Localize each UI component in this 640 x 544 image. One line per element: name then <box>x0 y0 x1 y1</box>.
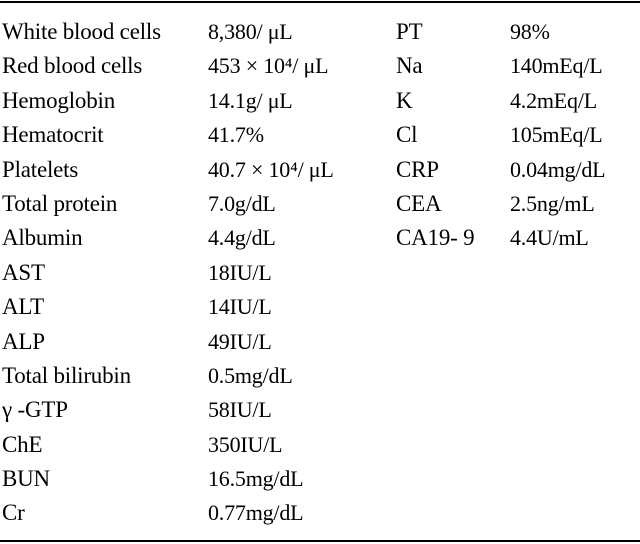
table-row-value: 4.4U/mL <box>510 225 589 251</box>
table-row-value: 0.04mg/dL <box>510 156 606 182</box>
table-row-label: CA19- 9 <box>396 225 475 251</box>
table-row-value: 14.1g/ μL <box>208 87 293 113</box>
table-top-rule <box>0 1 640 3</box>
table-row-label: ChE <box>2 431 43 457</box>
left-label-column: White blood cells Red blood cells Hemogl… <box>2 15 161 531</box>
table-row-value: 49IU/L <box>208 328 272 354</box>
table-row-label: Hematocrit <box>2 122 104 148</box>
table-row-label: Total protein <box>2 190 118 216</box>
table-bottom-rule <box>0 540 640 542</box>
table-row-value: 16.5mg/dL <box>208 466 304 492</box>
table-row-value: 40.7 × 10⁴/ μL <box>208 156 334 182</box>
table-row-value: 7.0g/dL <box>208 190 276 216</box>
table-row-label: White blood cells <box>2 19 161 44</box>
table-row-value: 2.5ng/mL <box>510 190 595 216</box>
table-row-value: 4.2mEq/L <box>510 87 598 113</box>
table-row-label: Cl <box>396 122 418 148</box>
table-row-value: 41.7% <box>208 122 264 148</box>
table-row-label: BUN <box>2 466 50 492</box>
table-row-value: 8,380/ μL <box>208 19 293 44</box>
lab-results-table: White blood cells Red blood cells Hemogl… <box>0 15 640 535</box>
table-row-label: CRP <box>396 156 439 182</box>
table-row-label: γ -GTP <box>2 397 68 423</box>
right-label-column: PT Na K Cl CRP CEA CA19- 9 <box>396 15 475 256</box>
table-row-value: 58IU/L <box>208 397 272 423</box>
table-row-value: 4.4g/dL <box>208 225 276 251</box>
table-row-label: PT <box>396 19 423 44</box>
table-row-value: 98% <box>510 19 550 44</box>
table-row-label: Na <box>396 53 423 79</box>
table-row-label: Platelets <box>2 156 79 182</box>
table-row-label: K <box>396 87 413 113</box>
table-row-value: 105mEq/L <box>510 122 603 148</box>
table-row-label: Cr <box>2 500 25 526</box>
table-row-value: 0.5mg/dL <box>208 362 293 388</box>
table-row-value: 140mEq/L <box>510 53 603 79</box>
table-row-label: CEA <box>396 190 442 216</box>
table-row-value: 18IU/L <box>208 259 272 285</box>
table-row-label: ALT <box>2 294 44 320</box>
table-row-value: 0.77mg/dL <box>208 500 304 526</box>
table-row-label: Hemoglobin <box>2 87 115 113</box>
table-row-label: Red blood cells <box>2 53 143 79</box>
table-row-value: 350IU/L <box>208 431 283 457</box>
table-row-label: Albumin <box>2 225 83 251</box>
right-value-column: 98% 140mEq/L 4.2mEq/L 105mEq/L 0.04mg/dL… <box>510 15 606 256</box>
table-row-label: Total bilirubin <box>2 362 131 388</box>
table-row-label: ALP <box>2 328 45 354</box>
left-value-column: 8,380/ μL 453 × 10⁴/ μL 14.1g/ μL 41.7% … <box>208 15 334 531</box>
table-row-value: 14IU/L <box>208 294 272 320</box>
table-row-value: 453 × 10⁴/ μL <box>208 53 329 79</box>
table-row-label: AST <box>2 259 45 285</box>
